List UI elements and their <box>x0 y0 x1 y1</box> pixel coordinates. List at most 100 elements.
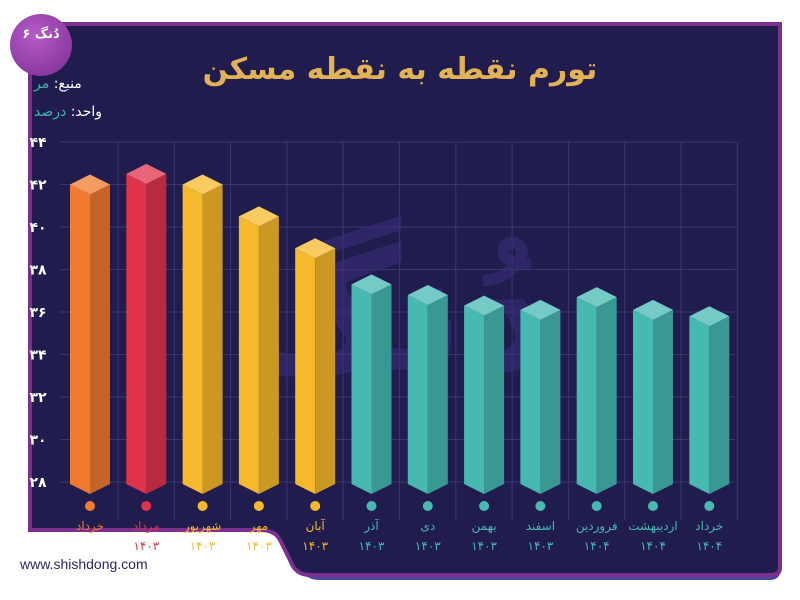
x-tick-label: خرداد <box>76 519 104 534</box>
y-tick-label: ۳۰ <box>29 433 46 449</box>
unit-value: درصد <box>34 104 67 120</box>
bar-front-face <box>126 173 147 494</box>
category-dot <box>591 501 602 511</box>
bar-front-face <box>520 309 541 494</box>
y-tick-label: ۳۶ <box>29 305 46 321</box>
y-tick-label: ۴۰ <box>29 220 46 236</box>
logo: ۶ دُنگ <box>10 14 72 76</box>
bar-front-face <box>689 316 710 494</box>
bar-top-face <box>70 174 110 195</box>
bar-top-face <box>520 299 561 320</box>
x-tick-label: مهر <box>249 519 269 534</box>
bar-front-face <box>70 184 90 494</box>
unit-label: واحد: <box>70 104 103 120</box>
y-tick-label: ۴۲ <box>29 178 47 194</box>
bar <box>70 174 110 494</box>
bar <box>182 174 223 494</box>
x-tick-year: ۱۴۰۴ <box>640 539 666 553</box>
bar-top-face <box>576 287 617 308</box>
y-tick-label: ۴۴ <box>29 135 47 151</box>
category-dot <box>366 501 377 511</box>
x-tick-label: آذر <box>363 518 379 534</box>
bar <box>689 306 730 494</box>
category-dot <box>648 501 658 511</box>
x-tick-label: دی <box>420 519 435 533</box>
bar-side-face <box>427 295 448 494</box>
x-tick-label: اردیبهشت <box>628 519 677 534</box>
bar-side-face <box>202 184 223 494</box>
category-dot <box>704 501 715 511</box>
bar <box>407 285 448 494</box>
chart-title: تورم نقطه به نقطه مسکن <box>202 52 598 87</box>
bar <box>126 163 167 494</box>
x-tick-year: ۱۴۰۳ <box>190 539 216 553</box>
bar <box>633 299 673 494</box>
x-tick-label: اسفند <box>526 519 555 533</box>
category-dot <box>310 501 321 511</box>
y-tick-label: ۳۸ <box>29 263 47 279</box>
bar-side-face <box>653 309 673 494</box>
bar-front-face <box>295 248 316 494</box>
x-tick-year: ۱۴۰۳ <box>359 539 385 553</box>
bar <box>464 295 505 494</box>
bar <box>238 206 279 494</box>
bar-side-face <box>146 173 167 494</box>
unit-line: واحد: درصد <box>34 104 102 120</box>
category-dot <box>85 501 95 511</box>
bar-side-face <box>596 297 617 494</box>
x-tick-year: ۱۴۰۳ <box>302 539 328 553</box>
category-dot <box>141 501 152 511</box>
category-dot <box>422 501 433 511</box>
x-tick-year: ۱۴۰۳ <box>246 539 272 553</box>
bar-side-face <box>709 316 730 494</box>
x-tick-year: ۱۴۰۳ <box>133 539 159 553</box>
y-tick-label: ۳۲ <box>29 390 47 406</box>
bar-front-face <box>633 309 653 494</box>
bar-side-face <box>371 284 392 494</box>
bar <box>576 287 617 494</box>
website-link[interactable]: www.shishdong.com <box>20 556 148 572</box>
x-tick-year: ۱۴۰۳ <box>528 539 554 553</box>
bar-side-face <box>540 309 561 494</box>
bar-side-face <box>315 248 336 494</box>
y-tick-label: ۳۴ <box>29 348 47 364</box>
bar-front-face <box>464 305 485 494</box>
x-tick-year: ۱۴۰۳ <box>415 539 441 553</box>
bar-side-face <box>258 216 279 494</box>
bar-top-face <box>633 299 673 320</box>
bar-top-face <box>689 306 730 327</box>
x-tick-year: ۱۴۰۴ <box>584 539 610 553</box>
bar-front-face <box>182 184 203 494</box>
x-tick-year: ۱۴۰۴ <box>696 539 722 553</box>
category-dot <box>479 501 490 511</box>
bar <box>520 299 561 494</box>
bar-top-face <box>295 238 336 259</box>
source-value: مر <box>34 76 50 92</box>
bar-side-face <box>90 184 110 494</box>
bar-top-face <box>464 295 505 316</box>
bar-front-face <box>407 295 428 494</box>
bar-front-face <box>351 284 372 494</box>
bar <box>295 238 336 494</box>
x-tick-label: شهریور <box>183 519 222 534</box>
bar-top-face <box>126 163 167 184</box>
x-tick-label: خرداد <box>695 519 723 534</box>
x-tick-label: بهمن <box>472 519 497 534</box>
x-tick-label: فروردین <box>576 519 618 534</box>
bar-front-face <box>576 297 597 494</box>
bar <box>351 274 392 494</box>
y-tick-label: ۲۸ <box>29 475 47 491</box>
bar-top-face <box>238 206 279 227</box>
bar-top-face <box>351 274 392 295</box>
x-tick-label: آبان <box>306 518 326 533</box>
category-dot <box>197 501 208 511</box>
bar-top-face <box>182 174 223 195</box>
category-dot <box>535 501 546 511</box>
source-label: منبع: <box>53 76 82 92</box>
category-dot <box>253 501 264 511</box>
bar-top-face <box>407 285 448 305</box>
x-tick-year: ۱۴۰۳ <box>471 539 497 553</box>
source-line: منبع: مر <box>34 76 82 92</box>
